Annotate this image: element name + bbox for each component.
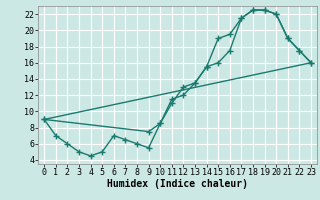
X-axis label: Humidex (Indice chaleur): Humidex (Indice chaleur) [107, 179, 248, 189]
